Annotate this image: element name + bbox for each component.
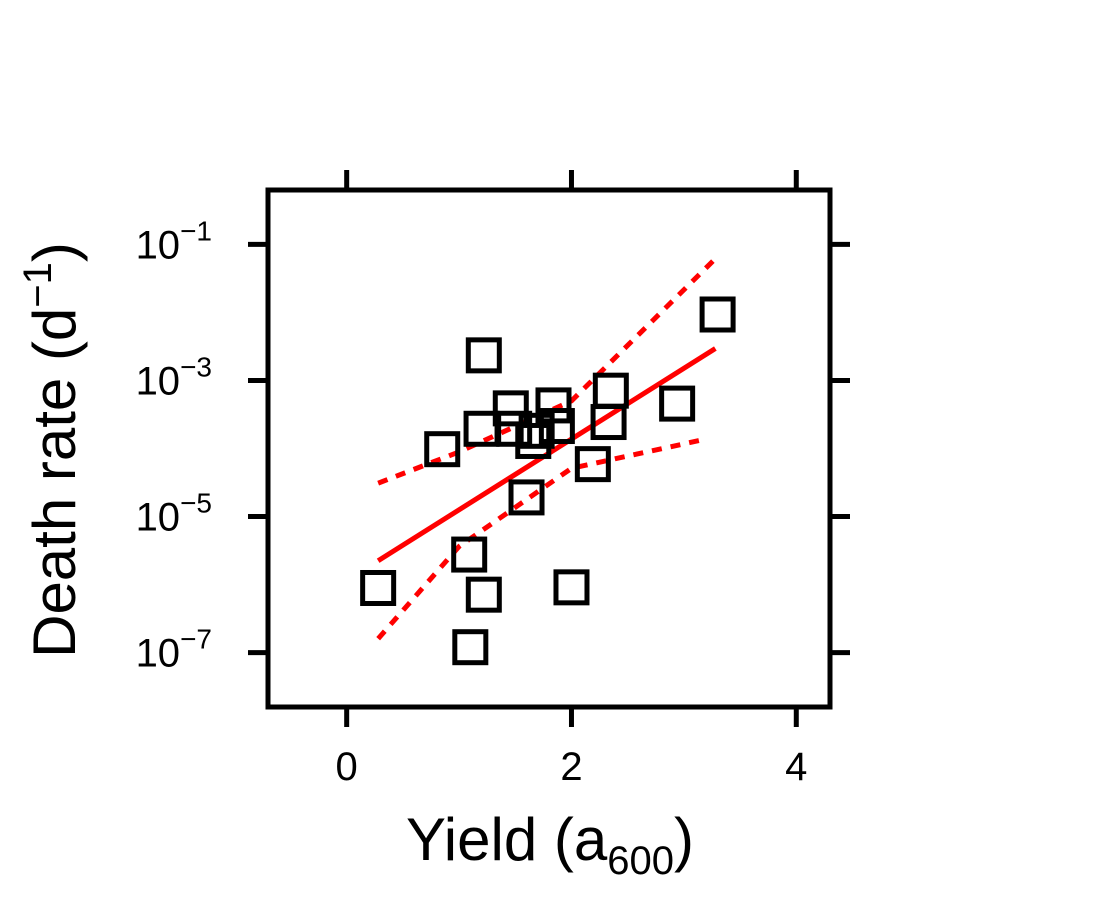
data-point-square [538, 408, 575, 445]
data-point-square [535, 387, 572, 424]
data-point-square [508, 479, 545, 516]
lower-confidence-line [376, 436, 707, 641]
y-tick-label: 10−3 [136, 351, 212, 403]
y-axis-title-main: Death rate (d [21, 308, 88, 658]
x-tick-label: 4 [785, 745, 807, 789]
y-tick-label-base: 10 [136, 632, 181, 676]
data-point-square [496, 410, 533, 447]
data-point-square [424, 431, 461, 468]
y-tick-label-exponent: −7 [180, 624, 212, 655]
x-axis-title-close: ) [674, 806, 694, 873]
y-tick-label-base: 10 [136, 496, 181, 540]
y-axis-title-superscript: −1 [16, 262, 60, 308]
data-point-square [465, 576, 502, 613]
data-point-square [492, 390, 529, 427]
data-point-square [592, 372, 629, 409]
data-point-square [451, 536, 488, 573]
y-axis-title-close: ) [21, 242, 88, 262]
data-point-square [463, 410, 500, 447]
data-point-square [659, 385, 696, 422]
axis-ticks [248, 170, 850, 727]
y-tick-label-exponent: −1 [180, 215, 212, 246]
x-tick-label: 0 [336, 745, 358, 789]
x-axis-title: Yield (a600) [406, 806, 694, 883]
x-tick-label: 2 [560, 745, 582, 789]
data-point-square [699, 296, 736, 333]
data-point-square [574, 446, 611, 483]
plot-frame [265, 187, 833, 710]
x-axis-title-subscript: 600 [607, 839, 674, 883]
data-points [360, 296, 736, 666]
y-tick-label-exponent: −3 [180, 351, 212, 382]
y-axis-title: Death rate (d−1) [16, 242, 88, 658]
y-tick-label-exponent: −5 [180, 488, 212, 519]
data-point-square [452, 629, 489, 666]
y-tick-label: 10−7 [136, 624, 212, 676]
data-point-square [553, 569, 590, 606]
x-axis-title-main: Yield (a [406, 806, 608, 873]
data-point-square [360, 569, 397, 606]
y-tick-label: 10−1 [136, 215, 212, 267]
tick-labels: 0 2 410−110−310−510−7 [136, 215, 808, 789]
y-tick-label: 10−5 [136, 488, 212, 540]
data-point-square [465, 337, 502, 374]
upper-confidence-line [377, 256, 718, 486]
y-tick-label-base: 10 [136, 359, 181, 403]
y-tick-label-base: 10 [136, 223, 181, 267]
